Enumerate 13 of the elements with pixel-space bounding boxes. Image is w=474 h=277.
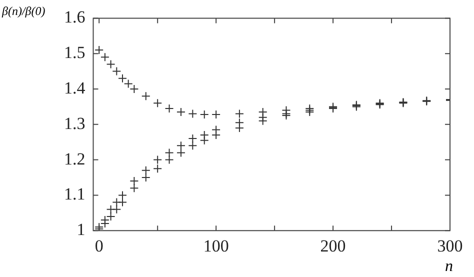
x-tick-label: 0 (94, 236, 104, 256)
x-axis-title: n (445, 258, 453, 276)
y-tick-label: 1.2 (64, 149, 86, 168)
x-tick-label: 200 (320, 236, 346, 256)
y-tick-label: 1.1 (64, 184, 86, 204)
x-tick-label: 300 (437, 236, 463, 256)
y-tick-label: 1.5 (64, 43, 86, 62)
y-axis-title: β(n)/β(0) (2, 4, 46, 19)
y-tick-label: 1.4 (64, 78, 86, 98)
y-tick-label: 1.6 (64, 8, 86, 27)
y-tick-label: 1.3 (64, 114, 86, 133)
y-tick-label: 1 (76, 220, 86, 240)
x-tick-label: 100 (203, 236, 229, 256)
